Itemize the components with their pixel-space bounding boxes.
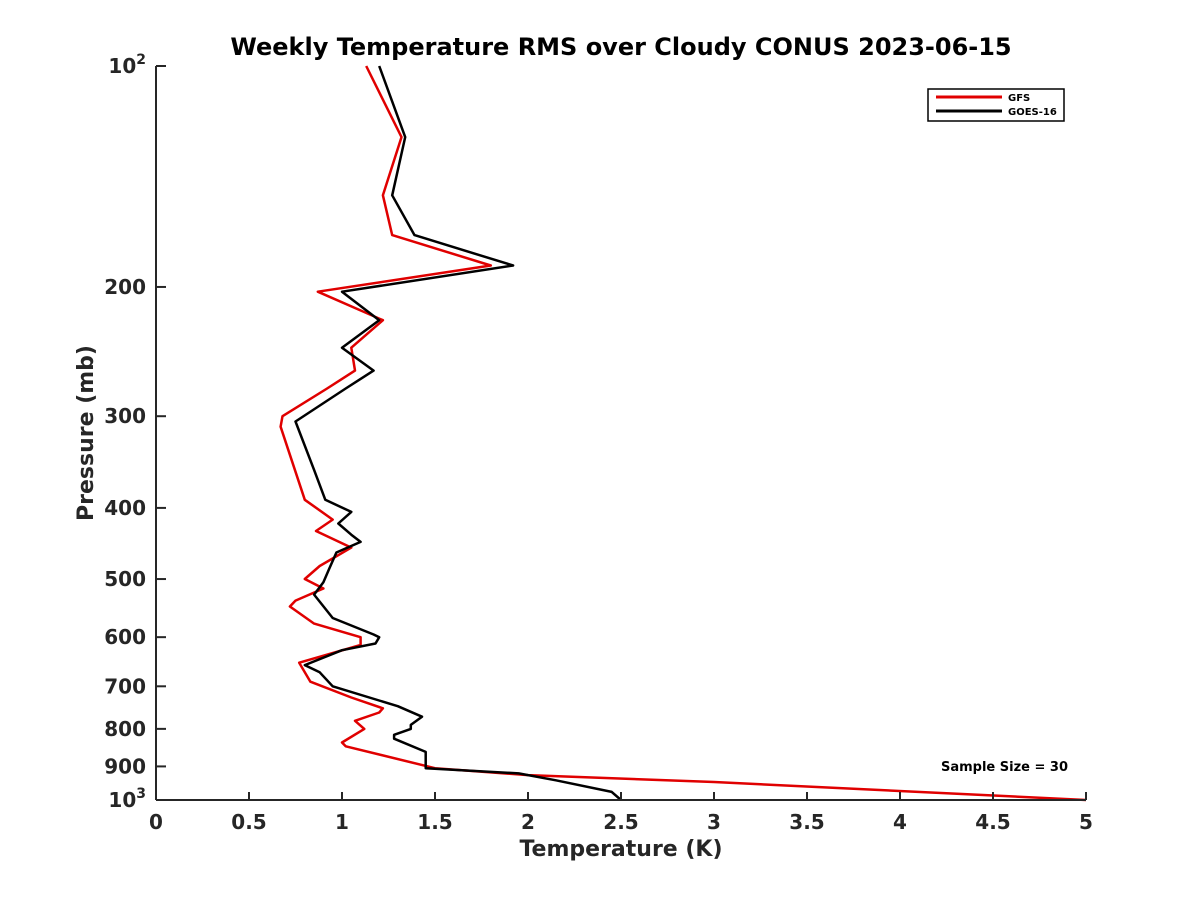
legend-label-gfs: GFS: [1008, 93, 1030, 104]
y-ticks: 102 200 300 400 500 600 700 800 900 103: [104, 52, 166, 812]
x-tick-label: 0: [149, 810, 163, 834]
y-tick-label: 400: [104, 496, 146, 520]
x-tick-label: 4.5: [975, 810, 1010, 834]
x-tick-label: 1: [335, 810, 349, 834]
legend: GFS GOES-16: [927, 88, 1065, 122]
chart-title: Weekly Temperature RMS over Cloudy CONUS…: [230, 33, 1011, 61]
series-line-goes-16: [294, 65, 622, 801]
axes-layer: [155, 66, 1086, 801]
x-tick-label: 5: [1079, 810, 1093, 834]
x-tick-label: 2.5: [603, 810, 638, 834]
legend-label-goes-16: GOES-16: [1008, 107, 1057, 118]
y-tick-label: 600: [104, 625, 146, 649]
y-tick-label: 300: [104, 404, 146, 428]
y-axis-label: Pressure (mb): [74, 345, 99, 521]
legend-box: [927, 88, 1065, 122]
x-axis-label: Temperature (K): [519, 837, 722, 862]
series-layer: [279, 65, 1087, 802]
x-tick-label: 3: [707, 810, 721, 834]
x-tick-label: 0.5: [231, 810, 266, 834]
x-tick-label: 4: [893, 810, 907, 834]
plot-area: [279, 65, 1087, 802]
x-tick-label: 2: [521, 810, 535, 834]
y-tick-label: 102: [108, 52, 146, 78]
series-line-gfs: [279, 65, 1087, 802]
y-tick-label: 700: [104, 674, 146, 698]
x-tick-label: 1.5: [417, 810, 452, 834]
y-tick-label: 500: [104, 567, 146, 591]
x-tick-label: 3.5: [789, 810, 824, 834]
y-tick-label: 103: [108, 786, 146, 812]
x-ticks: 0 0.5 1 1.5 2 2.5 3 3.5 4 4.5 5: [149, 792, 1093, 834]
y-tick-label: 900: [104, 754, 146, 778]
y-tick-label: 200: [104, 275, 146, 299]
sample-size-annotation: Sample Size = 30: [941, 760, 1068, 775]
y-tick-label: 800: [104, 717, 146, 741]
